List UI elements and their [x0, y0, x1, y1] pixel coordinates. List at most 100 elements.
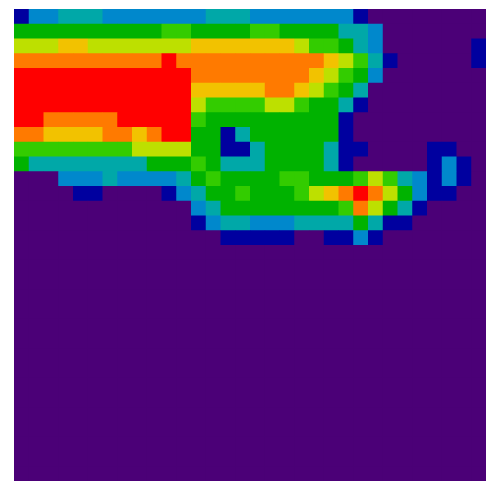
heatmap-cell: [161, 466, 177, 481]
heatmap-cell: [294, 127, 310, 143]
heatmap-cell: [161, 200, 177, 216]
heatmap-cell: [471, 23, 486, 39]
heatmap-cell: [250, 141, 266, 157]
heatmap-cell: [456, 200, 472, 216]
heatmap-cell: [14, 451, 30, 467]
heatmap-cell: [353, 156, 369, 172]
heatmap-cell: [382, 186, 398, 202]
heatmap-cell: [146, 245, 162, 261]
heatmap-cell: [235, 348, 251, 364]
heatmap-cell: [28, 318, 44, 334]
heatmap-cell: [353, 53, 369, 69]
heatmap-cell: [220, 392, 236, 408]
heatmap-cell: [382, 68, 398, 84]
heatmap-cell: [338, 407, 354, 423]
heatmap-cell: [382, 392, 398, 408]
heatmap-cell: [102, 230, 118, 246]
heatmap-cell: [323, 23, 339, 39]
heatmap-cell: [250, 97, 266, 113]
heatmap-cell: [441, 171, 457, 187]
heatmap-cell: [382, 112, 398, 128]
heatmap-cell: [250, 38, 266, 54]
heatmap-cell: [471, 200, 486, 216]
heatmap-cell: [397, 200, 413, 216]
heatmap-cell: [58, 377, 74, 393]
heatmap-cell: [412, 407, 428, 423]
heatmap-cell: [441, 215, 457, 231]
heatmap-cell: [441, 422, 457, 438]
heatmap-cell: [427, 171, 443, 187]
heatmap-cell: [471, 141, 486, 157]
heatmap-cell: [323, 259, 339, 275]
heatmap-cell: [14, 141, 30, 157]
heatmap-cell: [323, 156, 339, 172]
heatmap-cell: [353, 230, 369, 246]
heatmap-cell: [471, 112, 486, 128]
heatmap-cell: [161, 156, 177, 172]
heatmap-cell: [191, 127, 207, 143]
heatmap-cell: [161, 304, 177, 320]
heatmap-cell: [73, 259, 89, 275]
heatmap-cell: [14, 407, 30, 423]
heatmap-cell: [102, 245, 118, 261]
heatmap-cell: [264, 97, 280, 113]
heatmap-cell: [264, 392, 280, 408]
heatmap-cell: [235, 436, 251, 452]
heatmap-cell: [368, 289, 384, 305]
heatmap-cell: [309, 407, 325, 423]
heatmap-cell: [132, 407, 148, 423]
heatmap-cell: [264, 112, 280, 128]
heatmap-cell: [338, 141, 354, 157]
heatmap-cell: [471, 186, 486, 202]
heatmap-cell: [294, 82, 310, 98]
heatmap-cell: [309, 53, 325, 69]
heatmap-cell: [309, 127, 325, 143]
heatmap-cell: [397, 289, 413, 305]
heatmap-cell: [397, 9, 413, 25]
heatmap-cell: [117, 23, 133, 39]
heatmap-cell: [338, 304, 354, 320]
heatmap-cell: [220, 333, 236, 349]
heatmap-cell: [132, 392, 148, 408]
heatmap-cell: [176, 422, 192, 438]
heatmap-cell: [250, 127, 266, 143]
heatmap-cell: [471, 38, 486, 54]
heatmap-cell: [14, 82, 30, 98]
heatmap-cell: [191, 407, 207, 423]
heatmap-cell: [279, 407, 295, 423]
heatmap-cell: [117, 186, 133, 202]
heatmap-cell: [264, 245, 280, 261]
heatmap-cell: [294, 318, 310, 334]
heatmap-cell: [368, 304, 384, 320]
heatmap-cell: [117, 38, 133, 54]
heatmap-cell: [132, 23, 148, 39]
heatmap-cell: [412, 230, 428, 246]
heatmap-cell: [309, 23, 325, 39]
heatmap-cell: [397, 97, 413, 113]
heatmap-cell: [368, 23, 384, 39]
heatmap-cell: [412, 363, 428, 379]
heatmap-cell: [323, 333, 339, 349]
heatmap-cell: [235, 9, 251, 25]
heatmap-cell: [191, 97, 207, 113]
heatmap-cell: [323, 9, 339, 25]
heatmap-cell: [368, 38, 384, 54]
heatmap-cell: [235, 200, 251, 216]
heatmap-cell: [412, 112, 428, 128]
heatmap-cell: [441, 82, 457, 98]
heatmap-cell: [441, 156, 457, 172]
heatmap-cell: [58, 53, 74, 69]
heatmap-cell: [191, 141, 207, 157]
heatmap-cell: [117, 451, 133, 467]
heatmap-cell: [382, 289, 398, 305]
heatmap-cell: [14, 230, 30, 246]
heatmap-cell: [205, 186, 221, 202]
heatmap-cell: [368, 392, 384, 408]
heatmap-cell: [338, 318, 354, 334]
heatmap-cell: [58, 289, 74, 305]
heatmap-cell: [353, 348, 369, 364]
heatmap-cell: [264, 68, 280, 84]
heatmap-cell: [441, 23, 457, 39]
heatmap-cell: [132, 466, 148, 481]
heatmap-cell: [264, 363, 280, 379]
